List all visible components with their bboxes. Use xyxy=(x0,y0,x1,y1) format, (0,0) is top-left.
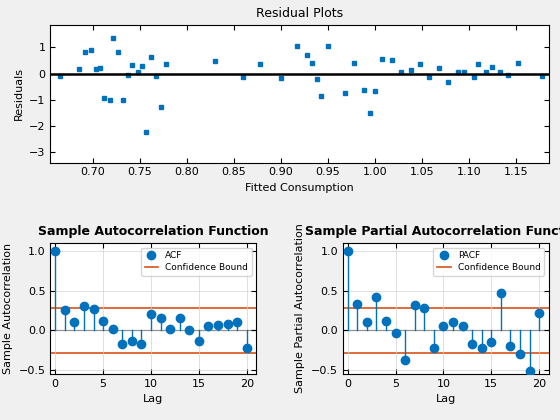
ACF xyxy=(224,321,231,326)
ACF xyxy=(157,316,164,321)
PACF xyxy=(382,319,389,324)
PACF xyxy=(363,320,370,325)
PACF xyxy=(344,248,351,253)
PACF xyxy=(412,302,418,307)
PACF xyxy=(517,352,524,357)
Y-axis label: Residuals: Residuals xyxy=(13,67,24,121)
Y-axis label: Sample Autocorrelation: Sample Autocorrelation xyxy=(3,243,13,374)
PACF xyxy=(373,294,380,299)
PACF xyxy=(469,342,475,347)
PACF xyxy=(431,345,437,350)
Confidence Bound xyxy=(52,305,59,310)
ACF xyxy=(138,342,145,347)
PACF xyxy=(526,368,533,373)
ACF xyxy=(244,345,250,350)
PACF xyxy=(488,339,494,344)
PACF xyxy=(450,320,456,325)
PACF xyxy=(354,302,361,307)
Line: ACF: ACF xyxy=(51,247,251,352)
ACF xyxy=(71,320,78,325)
Title: Residual Plots: Residual Plots xyxy=(256,7,343,20)
ACF xyxy=(195,338,202,343)
Confidence Bound xyxy=(62,305,68,310)
PACF xyxy=(536,310,543,315)
ACF xyxy=(52,248,59,253)
Confidence Bound xyxy=(344,305,351,310)
PACF xyxy=(478,345,485,350)
PACF xyxy=(402,357,408,362)
Y-axis label: Sample Partial Autocorrelation: Sample Partial Autocorrelation xyxy=(296,223,305,394)
ACF xyxy=(109,326,116,331)
Legend: ACF, Confidence Bound: ACF, Confidence Bound xyxy=(141,247,252,276)
ACF xyxy=(234,320,241,325)
PACF xyxy=(459,324,466,329)
ACF xyxy=(100,318,106,323)
X-axis label: Lag: Lag xyxy=(436,394,456,404)
Line: PACF: PACF xyxy=(343,247,543,375)
PACF xyxy=(507,344,514,349)
X-axis label: Fitted Consumption: Fitted Consumption xyxy=(245,183,354,193)
Legend: PACF, Confidence Bound: PACF, Confidence Bound xyxy=(433,247,544,276)
ACF xyxy=(128,338,135,343)
PACF xyxy=(392,331,399,336)
ACF xyxy=(167,326,174,331)
ACF xyxy=(81,304,87,309)
ACF xyxy=(186,328,193,333)
ACF xyxy=(205,324,212,329)
ACF xyxy=(214,322,221,327)
ACF xyxy=(90,306,97,311)
ACF xyxy=(119,342,125,347)
PACF xyxy=(421,305,428,310)
ACF xyxy=(148,312,155,317)
PACF xyxy=(497,290,504,295)
Confidence Bound xyxy=(354,305,361,310)
Title: Sample Autocorrelation Function: Sample Autocorrelation Function xyxy=(38,225,269,238)
ACF xyxy=(62,308,68,313)
PACF xyxy=(440,324,447,329)
Title: Sample Partial Autocorrelation Function: Sample Partial Autocorrelation Function xyxy=(305,225,560,238)
X-axis label: Lag: Lag xyxy=(143,394,164,404)
ACF xyxy=(176,316,183,321)
